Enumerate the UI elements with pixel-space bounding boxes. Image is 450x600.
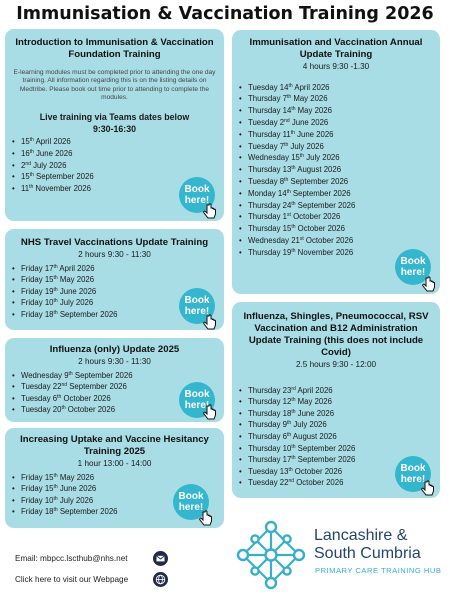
date-item: 15th September 2026: [11, 171, 218, 183]
vaccine-hesitancy-card: Increasing Uptake and Vaccine Hesitancy …: [5, 428, 224, 528]
date-list: Tuesday 14th April 2026Thursday 7th May …: [238, 82, 434, 259]
logo-wordmark-line2: South Cumbria: [314, 545, 421, 562]
date-item: Wednesday 15th July 2026: [238, 152, 434, 164]
email-link[interactable]: Email: mbpcc.lscthub@nhs.net: [15, 554, 128, 563]
date-list: Friday 17th April 2026Friday 15th May 20…: [11, 263, 218, 321]
date-item: Thursday 15th October 2026: [238, 223, 434, 235]
date-item: Tuesday 13th October 2026: [238, 466, 434, 478]
date-item: Thursday 18th June 2026: [238, 408, 434, 420]
date-item: Thursday 11th June 2026: [238, 129, 434, 141]
date-item: Friday 15th May 2026: [11, 472, 218, 484]
date-list: Friday 15th May 2026Friday 15th June 202…: [11, 472, 218, 518]
date-item: Thursday 7th May 2026: [238, 93, 434, 105]
date-list: Wednesday 9th September 2026Tuesday 22nd…: [11, 370, 218, 416]
date-item: Thursday 10th September 2026: [238, 443, 434, 455]
date-item: Tuesday 22nd October 2026: [238, 477, 434, 489]
pointing-hand-icon: [203, 404, 216, 420]
travel-vaccinations-card: NHS Travel Vaccinations Update Training …: [5, 229, 224, 330]
date-item: Thursday 1st October 2026: [238, 211, 434, 223]
date-item: Friday 10th July 2026: [11, 495, 218, 507]
logo-wordmark-line1: Lancashire &: [314, 527, 408, 544]
date-item: Tuesday 6th October 2026: [11, 393, 218, 405]
date-item: Thursday 23rd April 2026: [238, 385, 434, 397]
card-description: E-learning modules must be completed pri…: [13, 68, 216, 102]
page-title: Immunisation & Vaccination Training 2026: [16, 4, 434, 24]
date-item: Thursday 14th May 2026: [238, 105, 434, 117]
live-heading: Live training via Teams dates below 9:30…: [39, 111, 190, 134]
date-item: Thursday 24th September 2026: [238, 200, 434, 212]
influenza-shingles-card: Influenza, Shingles, Pneumococcal, RSV V…: [232, 302, 440, 498]
date-item: Monday 14th September 2026: [238, 188, 434, 200]
date-item: Thursday 6th August 2026: [238, 431, 434, 443]
date-item: Tuesday 7th July 2026: [238, 141, 434, 153]
card-title: Influenza (only) Update 2025: [49, 344, 180, 355]
date-item: Friday 15th June 2026: [11, 483, 218, 495]
date-item: Wednesday 21st October 2026: [238, 235, 434, 247]
envelope-icon[interactable]: [153, 551, 168, 566]
card-title: Introduction to Immunisation & Vaccinati…: [15, 37, 214, 60]
date-item: 16th June 2026: [11, 148, 218, 160]
date-item: Thursday 9th July 2026: [238, 419, 434, 431]
date-item: 15th April 2026: [11, 136, 218, 148]
date-item: Tuesday 2nd June 2026: [238, 117, 434, 129]
date-item: Friday 17th April 2026: [11, 263, 218, 275]
date-item: Friday 19th June 2026: [11, 286, 218, 298]
card-title: Increasing Uptake and Vaccine Hesitancy …: [20, 434, 209, 457]
intro-training-card: Introduction to Immunisation & Vaccinati…: [5, 29, 224, 221]
card-time: 2 hours 9:30 - 11:30: [78, 249, 151, 259]
book-here-button[interactable]: Book here!: [395, 249, 431, 285]
pointing-hand-icon: [422, 276, 435, 292]
globe-icon[interactable]: [153, 572, 168, 587]
date-item: 2nd July 2026: [11, 160, 218, 172]
date-item: Thursday 13th August 2026: [238, 164, 434, 176]
date-item: Thursday 19th November 2026: [238, 247, 434, 259]
influenza-update-card: Influenza (only) Update 2025 2 hours 9:3…: [5, 338, 224, 422]
date-item: Thursday 17th September 2026: [238, 454, 434, 466]
pointing-hand-icon: [203, 314, 216, 330]
logo-tagline: PRIMARY CARE TRAINING HUB: [315, 566, 442, 575]
date-item: Thursday 12th May 2026: [238, 396, 434, 408]
date-item: Friday 15th May 2026: [11, 274, 218, 286]
card-time: 4 hours 9:30 -1.30: [302, 61, 370, 71]
pointing-hand-icon: [421, 480, 434, 496]
network-cross-icon: [236, 520, 306, 590]
card-time: 2.5 hours 9:30 - 12:00: [295, 359, 377, 369]
date-item: Tuesday 20th October 2026: [11, 404, 218, 416]
card-title: Influenza, Shingles, Pneumococcal, RSV V…: [243, 311, 429, 358]
pointing-hand-icon: [203, 203, 216, 219]
webpage-link[interactable]: Click here to visit our Webpage: [15, 575, 129, 584]
date-list: Thursday 23rd April 2026Thursday 12th Ma…: [238, 385, 434, 489]
date-item: Tuesday 8th September 2026: [238, 176, 434, 188]
annual-update-card: Immunisation and Vaccination Annual Upda…: [232, 30, 440, 294]
card-title: NHS Travel Vaccinations Update Training: [20, 237, 209, 248]
date-item: Tuesday 14th April 2026: [238, 82, 434, 94]
card-title: Immunisation and Vaccination Annual Upda…: [249, 37, 423, 60]
date-item: Friday 10th July 2026: [11, 297, 218, 309]
pointing-hand-icon: [199, 510, 212, 526]
card-time: 2 hours 9:30 - 11:30: [78, 356, 151, 366]
date-item: Tuesday 22nd September 2026: [11, 381, 218, 393]
date-item: Wednesday 9th September 2026: [11, 370, 218, 382]
date-item: Friday 18th September 2026: [11, 506, 218, 518]
date-item: 11th November 2026: [11, 183, 218, 195]
date-list: 15th April 202616th June 20262nd July 20…: [11, 136, 218, 194]
card-time: 1 hour 13:00 - 14:00: [77, 458, 152, 468]
date-item: Friday 18th September 2026: [11, 309, 218, 321]
